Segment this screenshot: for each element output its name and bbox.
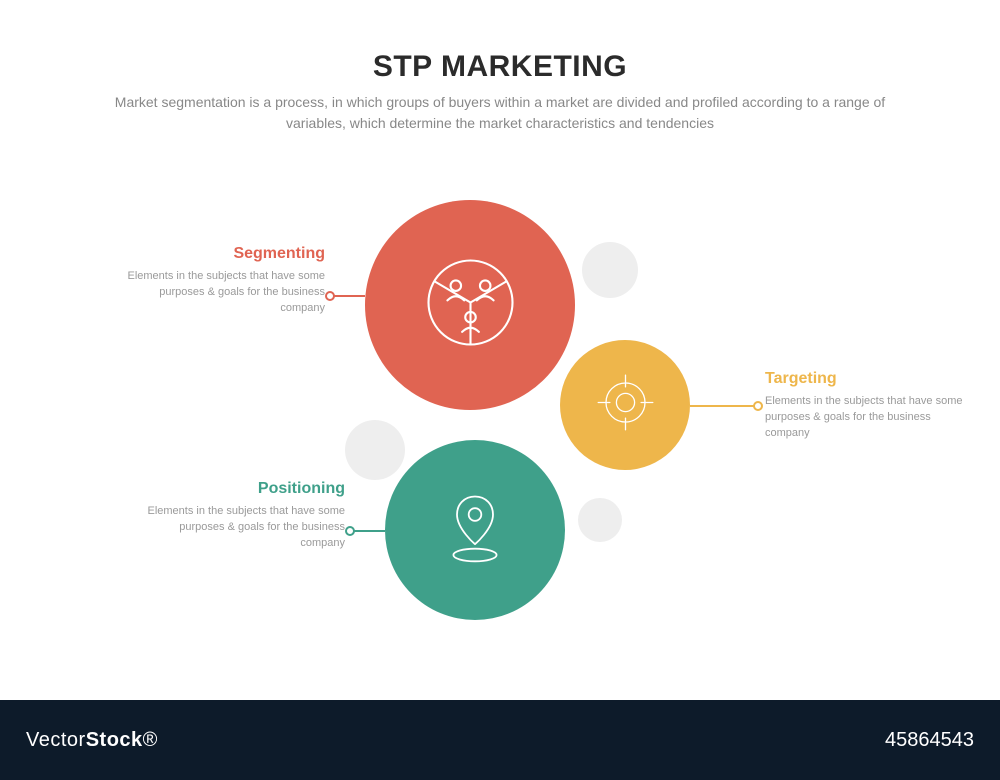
target-icon xyxy=(593,370,658,440)
targeting-label: Targeting Elements in the subjects that h… xyxy=(765,370,965,442)
segmenting-label: Segmenting Elements in the subjects that … xyxy=(125,245,325,317)
decor-circle xyxy=(345,420,405,480)
decor-circle xyxy=(578,498,622,542)
positioning-circle xyxy=(385,440,565,620)
header: STP MARKETING Market segmentation is a p… xyxy=(0,50,1000,134)
positioning-label-desc: Elements in the subjects that have some … xyxy=(145,504,345,552)
footer-bar: VectorStock® 45864543 xyxy=(0,700,1000,780)
segmenting-label-title: Segmenting xyxy=(125,245,325,263)
brand-bold: Stock xyxy=(86,729,143,751)
segmenting-label-desc: Elements in the subjects that have some … xyxy=(125,269,325,317)
positioning-label: Positioning Elements in the subjects that… xyxy=(145,480,345,552)
brand-logo: VectorStock® xyxy=(26,729,158,752)
page-title: STP MARKETING xyxy=(0,50,1000,84)
brand-light: Vector xyxy=(26,729,86,751)
pin-icon xyxy=(430,483,520,578)
page-subtitle: Market segmentation is a process, in whi… xyxy=(100,92,900,134)
positioning-connector xyxy=(350,530,385,532)
infographic-canvas: STP MARKETING Market segmentation is a p… xyxy=(0,0,1000,780)
targeting-label-title: Targeting xyxy=(765,370,965,388)
positioning-label-title: Positioning xyxy=(145,480,345,498)
pie-people-icon xyxy=(418,250,523,360)
targeting-connector xyxy=(690,405,758,407)
targeting-label-desc: Elements in the subjects that have some … xyxy=(765,394,965,442)
segmenting-connector xyxy=(330,295,365,297)
segmenting-circle xyxy=(365,200,575,410)
image-sku: 45864543 xyxy=(885,729,974,752)
decor-circle xyxy=(582,242,638,298)
targeting-circle xyxy=(560,340,690,470)
